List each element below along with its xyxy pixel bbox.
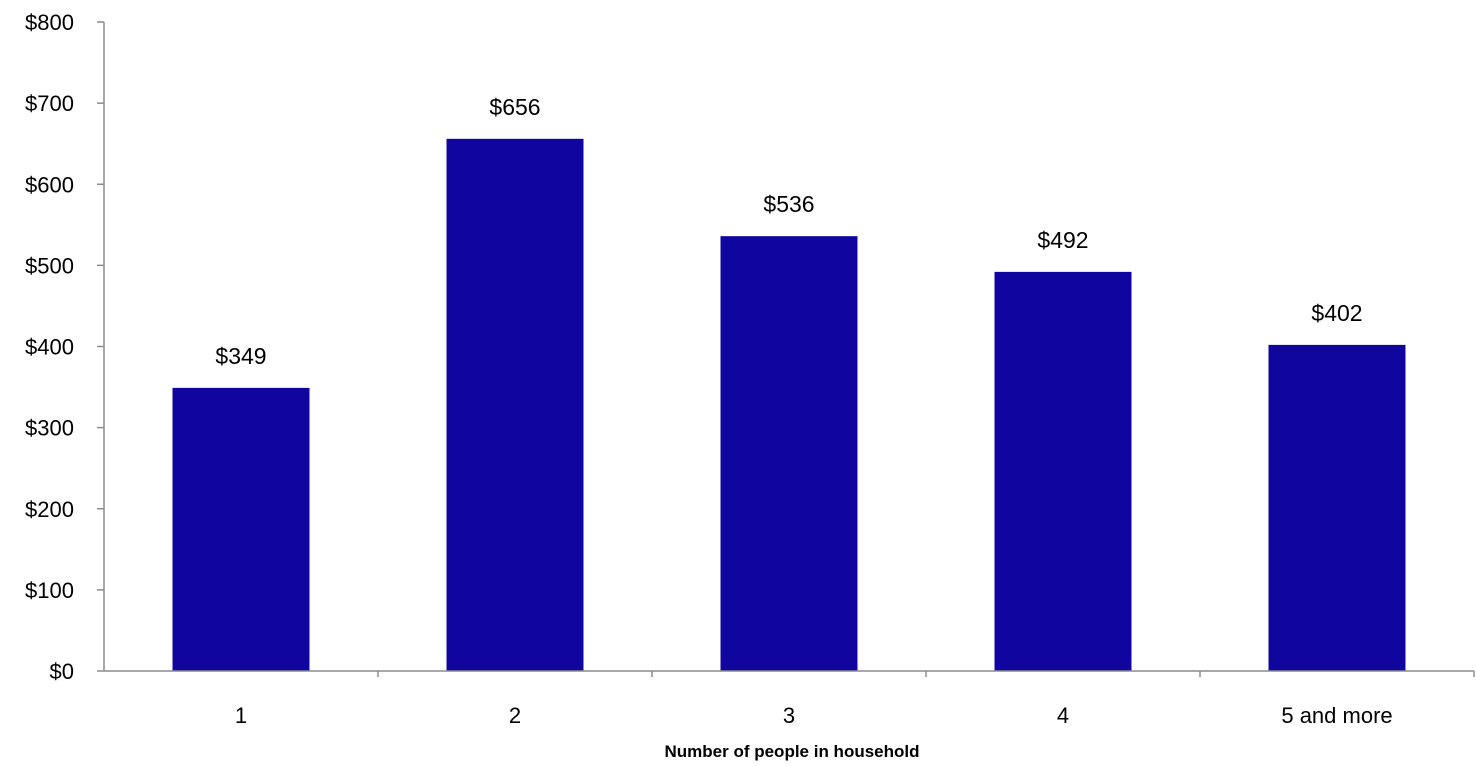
y-tick-label: $600 — [25, 172, 74, 197]
bar — [994, 271, 1132, 671]
bar-value-label: $656 — [489, 94, 540, 120]
bar — [446, 138, 584, 671]
y-tick-label: $800 — [25, 10, 74, 35]
y-tick-label: $200 — [25, 497, 74, 522]
x-tick-label: 2 — [509, 703, 521, 728]
bar-value-labels: $349 $656 $536 $492 $402 — [215, 94, 1362, 369]
x-axis-title: Number of people in household — [665, 742, 920, 761]
bar-value-label: $536 — [763, 191, 814, 217]
x-tick-label: 3 — [783, 703, 795, 728]
bars — [172, 138, 1406, 672]
y-tick-label: $500 — [25, 253, 74, 278]
bar — [172, 387, 310, 671]
y-tick-label: $100 — [25, 578, 74, 603]
bar — [720, 236, 858, 672]
x-tick-label: 4 — [1057, 703, 1069, 728]
bar-value-label: $492 — [1037, 227, 1088, 253]
x-tick-label: 1 — [235, 703, 247, 728]
bar — [1268, 344, 1406, 671]
y-tick-label: $700 — [25, 91, 74, 116]
x-tick-label: 5 and more — [1281, 703, 1392, 728]
y-tick-label: $400 — [25, 335, 74, 360]
bar-value-label: $402 — [1311, 300, 1362, 326]
y-axis-ticks: $0 $100 $200 $300 $400 $500 $600 $700 $800 — [25, 10, 104, 684]
y-tick-label: $0 — [50, 659, 74, 684]
x-axis-ticks: 1 2 3 4 5 and more — [235, 671, 1475, 728]
bar-value-label: $349 — [215, 343, 266, 369]
y-tick-label: $300 — [25, 416, 74, 441]
